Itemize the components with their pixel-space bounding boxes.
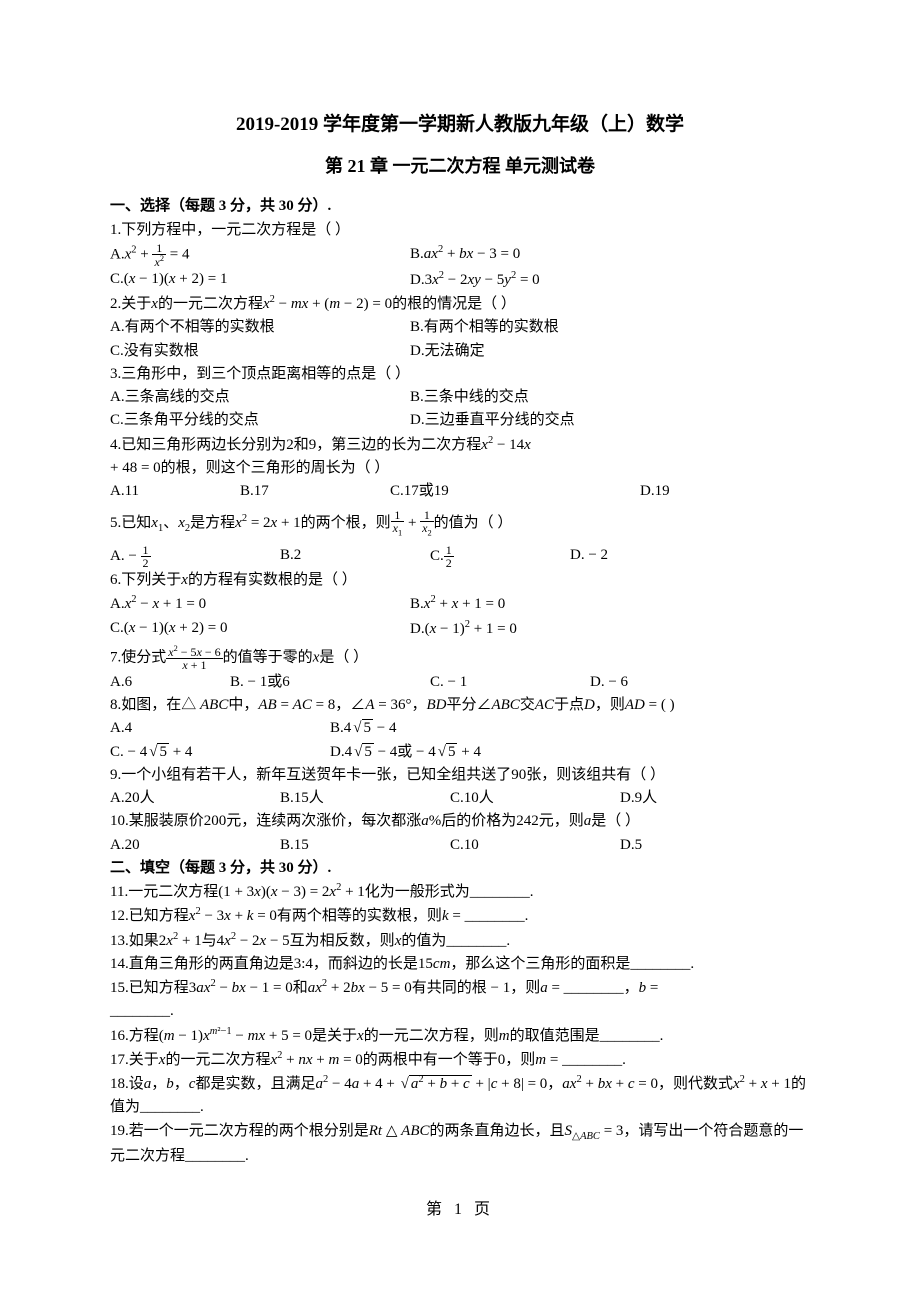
page-number: 第 1 页: [110, 1198, 810, 1223]
q3-row1: A.三条高线的交点 B.三条中线的交点: [110, 386, 810, 409]
q9-b: B.15人: [280, 787, 450, 810]
q1-a: A.x2 + 1x2 = 4: [110, 242, 410, 268]
q3-b: B.三条中线的交点: [410, 386, 529, 409]
q8-stem: 8.如图，在△ ABC中，AB = AC = 8，∠A = 36°，BD平分∠A…: [110, 694, 810, 717]
q2-stem: 2.关于x的一元二次方程x2 − mx + (m − 2) = 0的根的情况是（…: [110, 292, 810, 316]
q6-b: B.x2 + x + 1 = 0: [410, 592, 505, 616]
q8-d: D.45 − 4或 − 45 + 4: [330, 741, 481, 764]
q8-row1: A.4 B.45 − 4: [110, 717, 810, 740]
q7-c: C. − 1: [430, 671, 590, 694]
q6-c: C.(x − 1)(x + 2) = 0: [110, 617, 410, 641]
q4-c: C.17或19: [390, 480, 640, 503]
q4-stem: 4.已知三角形两边长分别为2和9，第三边的长为二次方程x2 − 14x + 48…: [110, 433, 810, 481]
q4-row: A.11 B.17 C.17或19 D.19: [110, 480, 810, 503]
q1-d: D.3x2 − 2xy − 5y2 = 0: [410, 268, 540, 292]
q1-c: C.(x − 1)(x + 2) = 1: [110, 268, 410, 292]
page-title: 2019-2019 学年度第一学期新人教版九年级（上）数学: [110, 110, 810, 139]
section2-header: 二、填空（每题 3 分，共 30 分）.: [110, 857, 810, 880]
q19: 19.若一个一元二次方程的两个根分别是Rt △ ABC的两条直角边长，且S△AB…: [110, 1120, 810, 1169]
page-subtitle: 第 21 章 一元二次方程 单元测试卷: [110, 153, 810, 181]
q16: 16.方程(m − 1)xm²−1 − mx + 5 = 0是关于x的一元二次方…: [110, 1024, 810, 1048]
q7-stem: 7.使分式x2 − 5x − 6x + 1的值等于零的x是（ ）: [110, 645, 810, 671]
q1-b: B.ax2 + bx − 3 = 0: [410, 242, 520, 268]
q4-a: A.11: [110, 480, 240, 503]
q1-row1: A.x2 + 1x2 = 4 B.ax2 + bx − 3 = 0: [110, 242, 810, 268]
q13: 13.如果2x2 + 1与4x2 − 2x − 5互为相反数，则x的值为____…: [110, 929, 810, 953]
q3-c: C.三条角平分线的交点: [110, 409, 410, 432]
q6-a: A.x2 − x + 1 = 0: [110, 592, 410, 616]
q7-row: A.6 B. − 1或6 C. − 1 D. − 6: [110, 671, 810, 694]
q17: 17.关于x的一元二次方程x2 + nx + m = 0的两根中有一个等于0，则…: [110, 1048, 810, 1072]
q5-stem: 5.已知x1、x2是方程x2 = 2x + 1的两个根，则1x1 + 1x2的值…: [110, 509, 810, 538]
q2-d: D.无法确定: [410, 340, 485, 363]
q5-row: A. − 12 B.2 C.12 D. − 2: [110, 544, 810, 569]
q7-b: B. − 1或6: [230, 671, 430, 694]
q11: 11.一元二次方程(1 + 3x)(x − 3) = 2x2 + 1化为一般形式…: [110, 880, 810, 904]
q6-d: D.(x − 1)2 + 1 = 0: [410, 617, 517, 641]
q8-row2: C. − 45 + 4 D.45 − 4或 − 45 + 4: [110, 741, 810, 764]
q3-stem: 3.三角形中，到三个顶点距离相等的点是（ ）: [110, 363, 810, 386]
q9-a: A.20人: [110, 787, 280, 810]
q5-b: B.2: [280, 544, 430, 569]
section1-header: 一、选择（每题 3 分，共 30 分）.: [110, 195, 810, 218]
q10-d: D.5: [620, 834, 642, 857]
q6-stem: 6.下列关于x的方程有实数根的是（ ）: [110, 569, 810, 592]
q5-c: C.12: [430, 544, 570, 569]
q9-d: D.9人: [620, 787, 657, 810]
q12: 12.已知方程x2 − 3x + k = 0有两个相等的实数根，则k = ___…: [110, 904, 810, 928]
q3-a: A.三条高线的交点: [110, 386, 410, 409]
q8-a: A.4: [110, 717, 330, 740]
q2-a: A.有两个不相等的实数根: [110, 316, 410, 339]
q7-d: D. − 6: [590, 671, 628, 694]
q9-stem: 9.一个小组有若干人，新年互送贺年卡一张，已知全组共送了90张，则该组共有（ ）: [110, 764, 810, 787]
q4-b: B.17: [240, 480, 390, 503]
q1-stem: 1.下列方程中，一元二次方程是（ ）: [110, 219, 810, 242]
q2-row1: A.有两个不相等的实数根 B.有两个相等的实数根: [110, 316, 810, 339]
q8-b: B.45 − 4: [330, 717, 396, 740]
q1-row2: C.(x − 1)(x + 2) = 1 D.3x2 − 2xy − 5y2 =…: [110, 268, 810, 292]
q3-d: D.三边垂直平分线的交点: [410, 409, 575, 432]
q5-a: A. − 12: [110, 544, 280, 569]
q3-row2: C.三条角平分线的交点 D.三边垂直平分线的交点: [110, 409, 810, 432]
q9-row: A.20人 B.15人 C.10人 D.9人: [110, 787, 810, 810]
q15-cont: ________.: [110, 1000, 810, 1023]
q6-row2: C.(x − 1)(x + 2) = 0 D.(x − 1)2 + 1 = 0: [110, 617, 810, 641]
q8-c: C. − 45 + 4: [110, 741, 330, 764]
q10-b: B.15: [280, 834, 450, 857]
q2-b: B.有两个相等的实数根: [410, 316, 559, 339]
q4-d: D.19: [640, 480, 670, 503]
q5-d: D. − 2: [570, 544, 608, 569]
q2-row2: C.没有实数根 D.无法确定: [110, 340, 810, 363]
q2-c: C.没有实数根: [110, 340, 410, 363]
q15: 15.已知方程3ax2 − bx − 1 = 0和ax2 + 2bx − 5 =…: [110, 976, 810, 1000]
q10-c: C.10: [450, 834, 620, 857]
q10-stem: 10.某服装原价200元，连续两次涨价，每次都涨a%后的价格为242元，则a是（…: [110, 810, 810, 833]
q7-a: A.6: [110, 671, 230, 694]
q18: 18.设a，b，c都是实数，且满足a2 − 4a + 4 + a2 + b + …: [110, 1072, 810, 1120]
q6-row1: A.x2 − x + 1 = 0 B.x2 + x + 1 = 0: [110, 592, 810, 616]
q14: 14.直角三角形的两直角边是3:4，而斜边的长是15cm，那么这个三角形的面积是…: [110, 953, 810, 976]
q10-row: A.20 B.15 C.10 D.5: [110, 834, 810, 857]
q10-a: A.20: [110, 834, 280, 857]
q9-c: C.10人: [450, 787, 620, 810]
